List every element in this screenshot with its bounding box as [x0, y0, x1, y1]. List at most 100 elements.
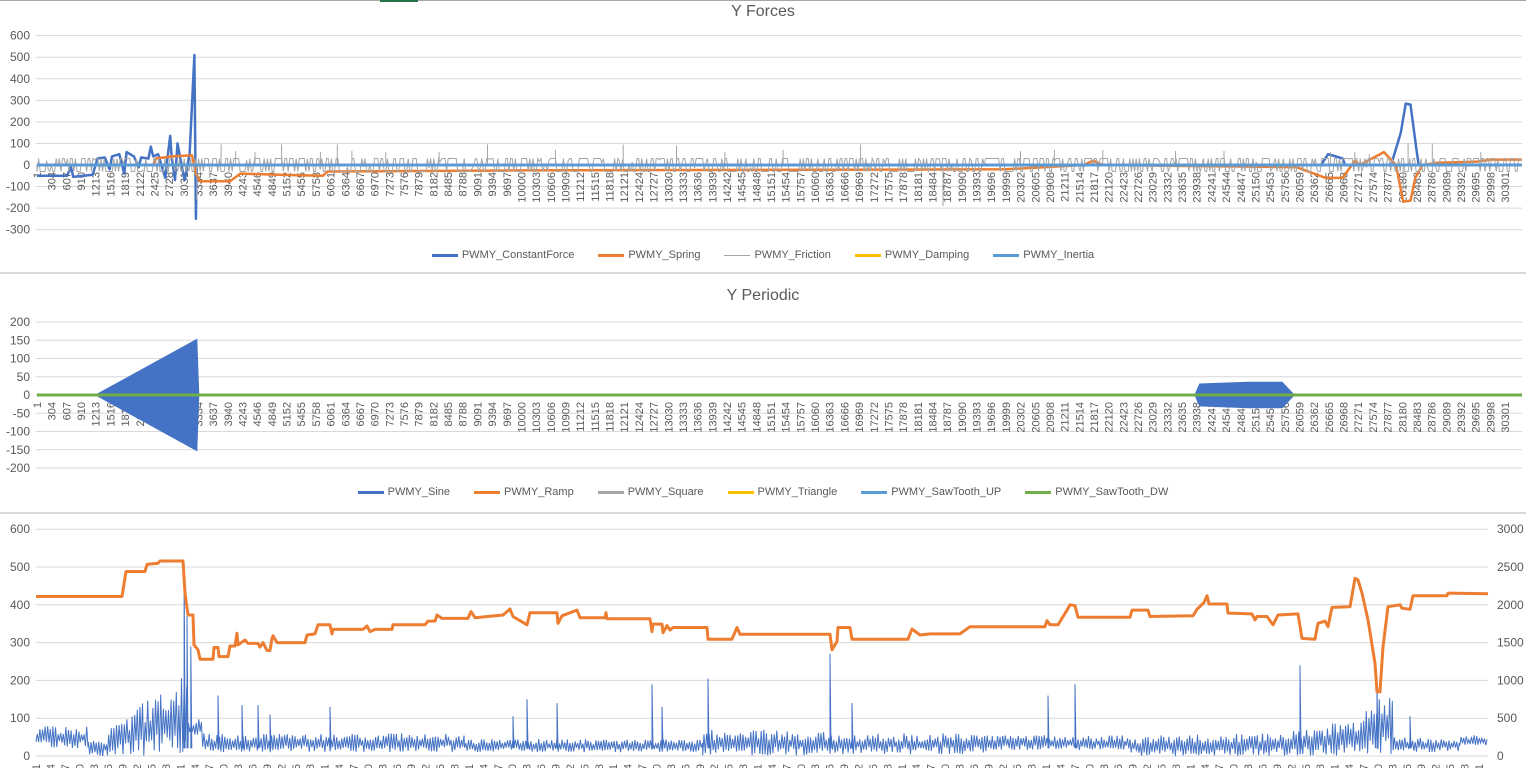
legend-item-triangle[interactable]: PWMY_Triangle — [727, 486, 837, 498]
legend-item-sine[interactable]: PWMY_Sine — [357, 486, 450, 498]
x-tick-label: 20908 — [1045, 402, 1057, 433]
x-tick-label: 19393 — [955, 764, 967, 768]
legend-item-square[interactable]: PWMY_Square — [597, 486, 704, 498]
legend-item-friction[interactable]: PWMY_Friction — [724, 249, 831, 261]
x-tick-label: 12727 — [649, 172, 661, 203]
x-tick-label: 19999 — [1001, 172, 1013, 203]
active-tab-indicator — [380, 0, 418, 2]
x-tick-label: 28180 — [1397, 402, 1409, 433]
x-tick-label: 8182 — [428, 402, 440, 426]
legend-swatch — [598, 253, 625, 257]
x-tick-label: 27574 — [1344, 764, 1356, 768]
x-tick-label: 25150 — [1251, 172, 1263, 203]
x-tick-label: 4849 — [262, 764, 274, 768]
y2-tick-label: 3000 — [1497, 522, 1524, 536]
x-tick-label: 28483 — [1387, 764, 1399, 768]
legend-swatch — [357, 490, 384, 494]
x-tick-label: 15454 — [781, 402, 793, 433]
x-tick-label: 910 — [74, 764, 86, 768]
y-tick-label: 100 — [10, 711, 30, 725]
x-tick-label: 26665 — [1301, 764, 1313, 768]
x-tick-label: 14848 — [738, 764, 750, 768]
x-tick-label: 4546 — [252, 172, 264, 196]
y-tick-label: 100 — [10, 352, 30, 366]
x-tick-label: 20605 — [1012, 764, 1024, 768]
x-tick-label: 14545 — [724, 764, 736, 768]
x-tick-label: 21817 — [1089, 172, 1101, 203]
x-tick-label: 26968 — [1339, 402, 1351, 433]
x-tick-label: 20302 — [998, 764, 1010, 768]
x-tick-label: 5758 — [311, 402, 323, 426]
legend-item-spring[interactable]: PWMY_Spring — [598, 249, 700, 261]
legend-item-sawtooth-up[interactable]: PWMY_SawTooth_UP — [861, 486, 1001, 498]
y2-tick-label: 2500 — [1497, 560, 1524, 574]
x-tick-label: 14242 — [722, 402, 734, 433]
x-tick-label: 14545 — [737, 402, 749, 433]
x-tick-label: 5455 — [296, 172, 308, 196]
x-tick-label: 15454 — [781, 172, 793, 203]
y-tick-label: 400 — [10, 72, 30, 86]
y2-tick-label: 1500 — [1497, 636, 1524, 650]
x-tick-label: 1 — [31, 764, 43, 768]
x-tick-label: 12121 — [619, 172, 631, 203]
x-tick-label: 27574 — [1368, 402, 1380, 433]
y-tick-label: 500 — [10, 50, 30, 64]
x-tick-label: 11818 — [594, 764, 606, 768]
chart-title-y-periodic: Y Periodic — [726, 287, 800, 304]
x-tick-label: 24241 — [1206, 402, 1218, 433]
x-tick-label: 1 — [32, 402, 44, 408]
x-tick-label: 9091 — [472, 172, 484, 196]
legend-label: PWMY_Spring — [628, 249, 701, 261]
x-tick-label: 12424 — [634, 172, 646, 203]
legend-swatch — [854, 253, 881, 257]
x-tick-label: 24544 — [1221, 402, 1233, 433]
x-tick-label: 10303 — [531, 172, 543, 203]
x-tick-label: 27877 — [1359, 764, 1371, 768]
dual-axis-chart[interactable]: 6005004003002001000130460791012131516181… — [0, 514, 1526, 768]
x-tick-label: 6061 — [326, 172, 338, 196]
legend-y-forces[interactable]: PWMY_ConstantForce PWMY_Spring PWMY_Fric… — [0, 249, 1526, 261]
legend-swatch — [474, 490, 501, 494]
x-tick-label: 1819 — [118, 764, 130, 768]
x-tick-label: 13333 — [678, 402, 690, 433]
legend-item-inertia[interactable]: PWMY_Inertia — [993, 249, 1094, 261]
x-tick-label: 9394 — [478, 764, 490, 768]
x-tick-label: 6061 — [320, 764, 332, 768]
x-tick-label: 21211 — [1060, 402, 1072, 432]
x-tick-label: 17272 — [869, 402, 881, 433]
y-tick-label: -50 — [13, 406, 31, 420]
legend-y-periodic[interactable]: PWMY_Sine PWMY_Ramp PWMY_Square PWMY_Tri… — [0, 486, 1526, 498]
chart-separator — [0, 272, 1526, 274]
x-tick-label: 11212 — [575, 402, 587, 432]
legend-item-sawtooth-dw[interactable]: PWMY_SawTooth_DW — [1025, 486, 1168, 498]
x-tick-label: 21514 — [1074, 402, 1086, 433]
y-tick-label: -100 — [6, 425, 30, 439]
x-tick-label: 14848 — [751, 172, 763, 203]
x-tick-label: 18787 — [926, 764, 938, 768]
y-tick-label: 0 — [23, 388, 30, 402]
x-tick-label: 4849 — [267, 172, 279, 196]
x-tick-label: 304 — [46, 764, 58, 768]
x-tick-label: 7576 — [399, 172, 411, 196]
x-tick-label: 9091 — [464, 764, 476, 768]
x-tick-label: 607 — [61, 402, 73, 420]
x-tick-label: 5152 — [282, 402, 294, 426]
x-tick-label: 1213 — [91, 172, 103, 196]
x-tick-label: 21817 — [1070, 764, 1082, 768]
y2-tick-label: 0 — [1497, 749, 1504, 763]
x-tick-label: 24544 — [1221, 172, 1233, 203]
x-tick-label: 10000 — [516, 402, 528, 433]
legend-item-damping[interactable]: PWMY_Damping — [854, 249, 969, 261]
x-tick-label: 23635 — [1177, 172, 1189, 203]
x-tick-label: 15454 — [767, 764, 779, 768]
legend-item-constantforce[interactable]: PWMY_ConstantForce — [431, 249, 574, 261]
x-tick-label: 6970 — [370, 402, 382, 426]
x-tick-label: 3940 — [219, 764, 231, 768]
y-tick-label: 500 — [10, 560, 30, 574]
y2-tick-label: 1000 — [1497, 673, 1524, 687]
legend-item-ramp[interactable]: PWMY_Ramp — [474, 486, 574, 498]
x-tick-label: 22726 — [1133, 402, 1145, 433]
x-tick-label: 13030 — [663, 402, 675, 433]
